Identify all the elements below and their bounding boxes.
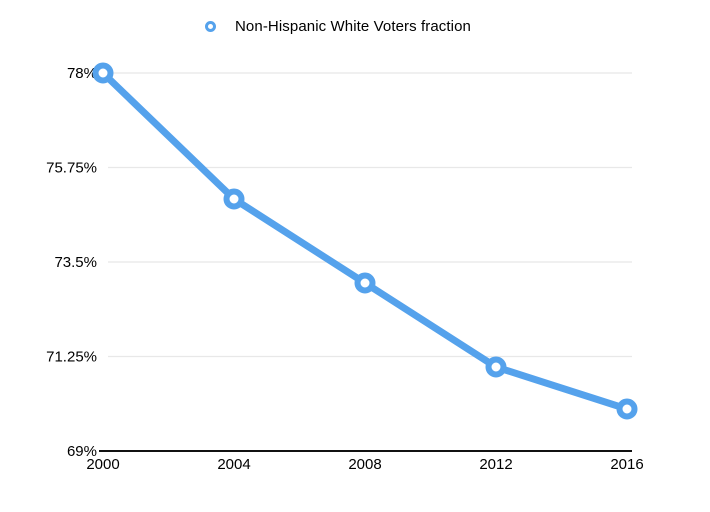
y-axis-tick-label: 69% [67, 443, 97, 460]
x-axis-tick-label: 2004 [217, 456, 250, 473]
data-point-marker [223, 188, 245, 210]
data-point-marker [616, 398, 638, 420]
data-point-marker [92, 62, 114, 84]
series-line [99, 69, 631, 413]
y-axis-tick-label: 75.75% [46, 160, 97, 177]
y-axis-tick-label: 73.5% [54, 254, 97, 271]
x-axis-tick-label: 2000 [86, 456, 119, 473]
x-axis-tick-label: 2008 [348, 456, 381, 473]
data-point-marker [485, 356, 507, 378]
y-axis-tick-label: 78% [67, 65, 97, 82]
y-axis-tick-label: 71.25% [46, 349, 97, 366]
x-axis-tick-label: 2012 [479, 456, 512, 473]
data-point-marker [354, 272, 376, 294]
x-axis-tick-label: 2016 [610, 456, 643, 473]
